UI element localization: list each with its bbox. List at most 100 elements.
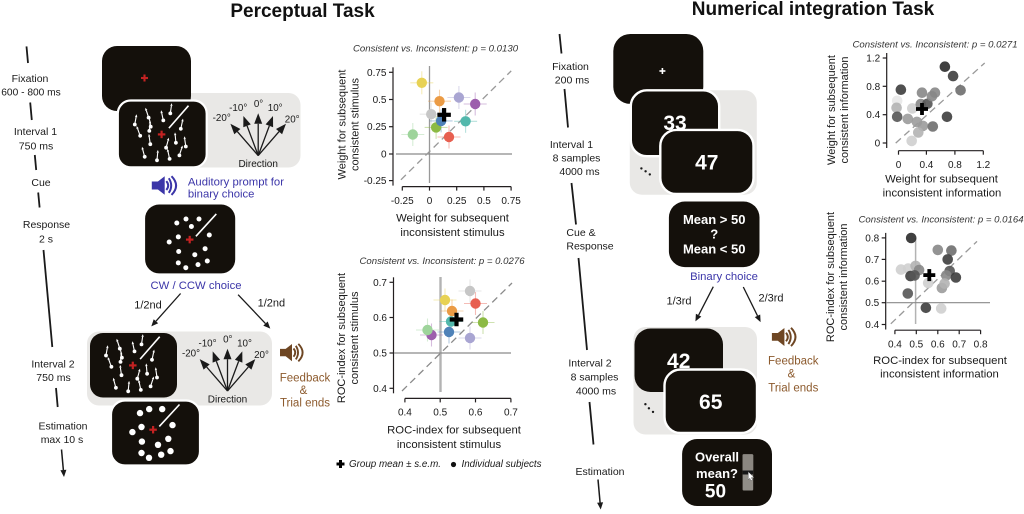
svg-text:65: 65 [699, 391, 723, 414]
svg-text:0.75: 0.75 [501, 196, 521, 207]
svg-text:Feedback: Feedback [768, 356, 819, 368]
svg-text:0°: 0° [254, 99, 263, 110]
svg-text:Cue &: Cue & [566, 227, 595, 239]
svg-text:0.4: 0.4 [865, 320, 879, 331]
svg-text:Weight for subsequent: Weight for subsequent [826, 55, 838, 165]
svg-text:600 - 800 ms: 600 - 800 ms [1, 88, 60, 99]
svg-text:4000 ms: 4000 ms [559, 166, 599, 178]
svg-text:Estimation: Estimation [575, 466, 624, 478]
svg-text:0.8: 0.8 [974, 339, 988, 350]
svg-text:8 samples: 8 samples [553, 153, 601, 165]
svg-text:Weight for subsequent: Weight for subsequent [885, 174, 999, 186]
svg-text:0.8: 0.8 [948, 160, 962, 171]
svg-text:0.25: 0.25 [447, 196, 467, 207]
svg-text:50: 50 [705, 482, 726, 503]
svg-text:0.4: 0.4 [866, 110, 880, 121]
svg-text:Trial ends: Trial ends [280, 398, 330, 410]
svg-text:binary choice: binary choice [188, 189, 255, 201]
svg-text:Consistent vs. Inconsistent: p: Consistent vs. Inconsistent: p = 0.0271 [852, 40, 1017, 51]
svg-text:0: 0 [427, 196, 433, 207]
svg-text:47: 47 [695, 152, 718, 175]
svg-text:Direction: Direction [208, 395, 247, 406]
svg-text:0.7: 0.7 [504, 408, 518, 419]
svg-text:0.5: 0.5 [373, 349, 387, 360]
svg-text:Direction: Direction [238, 159, 277, 170]
svg-text:1/2nd: 1/2nd [258, 298, 286, 310]
svg-text:4000 ms: 4000 ms [576, 386, 616, 398]
svg-text:20°: 20° [285, 115, 300, 126]
svg-text:Weight for subsequent: Weight for subsequent [337, 70, 349, 180]
svg-text:0.7: 0.7 [952, 339, 966, 350]
svg-text:2 s: 2 s [39, 234, 53, 246]
svg-text:0.5: 0.5 [373, 95, 387, 106]
svg-text:Interval 1: Interval 1 [14, 126, 57, 138]
svg-text:0.5: 0.5 [477, 196, 491, 207]
svg-text:mean?: mean? [696, 466, 738, 481]
svg-text:Cue: Cue [31, 177, 50, 189]
svg-text:ROC-index for subsequent: ROC-index for subsequent [825, 212, 837, 342]
svg-text:Group mean ± s.e.m.: Group mean ± s.e.m. [349, 459, 441, 470]
svg-text:0.5: 0.5 [909, 339, 923, 350]
svg-text:0.75: 0.75 [367, 68, 387, 79]
svg-text:0°: 0° [223, 335, 232, 346]
svg-text:10°: 10° [237, 339, 252, 350]
svg-text:0.7: 0.7 [373, 278, 387, 289]
svg-text:Interval 1: Interval 1 [550, 139, 593, 151]
svg-text:&: & [788, 369, 796, 381]
svg-text:10°: 10° [268, 103, 283, 114]
svg-text:8 samples: 8 samples [571, 372, 619, 384]
svg-text:750 ms: 750 ms [19, 141, 53, 153]
svg-text:-20°: -20° [182, 349, 200, 360]
svg-text:Response: Response [566, 241, 613, 253]
svg-text:2/3rd: 2/3rd [758, 293, 783, 305]
svg-text:0.6: 0.6 [865, 277, 879, 288]
svg-text:0: 0 [896, 160, 902, 171]
svg-text:1/3rd: 1/3rd [666, 296, 691, 308]
svg-text:Perceptual Task: Perceptual Task [230, 1, 375, 22]
svg-text:0.4: 0.4 [888, 339, 902, 350]
svg-text:-10°: -10° [229, 103, 247, 114]
svg-text:Trial ends: Trial ends [768, 383, 818, 395]
svg-text:ROC-index for subsequent: ROC-index for subsequent [387, 425, 522, 437]
svg-text:-0.25: -0.25 [364, 176, 387, 187]
svg-text:?: ? [710, 227, 718, 242]
svg-text:Mean > 50: Mean > 50 [683, 212, 746, 227]
svg-text:ROC-index for subsequent: ROC-index for subsequent [873, 355, 1008, 367]
svg-text:consistent stimulus: consistent stimulus [350, 78, 362, 171]
svg-text:0.5: 0.5 [433, 408, 447, 419]
svg-text:0.5: 0.5 [865, 298, 879, 309]
svg-text:inconsistent stimulus: inconsistent stimulus [397, 439, 502, 451]
svg-text:ROC-index for subsequent: ROC-index for subsequent [336, 273, 348, 403]
svg-text:consistent information: consistent information [839, 57, 851, 164]
svg-text:max 10 s: max 10 s [41, 434, 84, 446]
svg-text:20°: 20° [254, 350, 269, 361]
svg-text:Binary choice: Binary choice [690, 271, 758, 283]
svg-text:0.8: 0.8 [865, 233, 879, 244]
svg-text:-10°: -10° [198, 339, 216, 350]
svg-text:&: & [300, 385, 308, 397]
svg-text:Auditory prompt for: Auditory prompt for [188, 177, 284, 189]
svg-text:1/2nd: 1/2nd [134, 300, 162, 312]
svg-text:0.25: 0.25 [367, 122, 387, 133]
svg-text:Consistent vs. Inconsistent: p: Consistent vs. Inconsistent: p = 0.0130 [353, 44, 519, 55]
svg-text:consistent information: consistent information [838, 224, 850, 331]
svg-text:0.4: 0.4 [373, 384, 387, 395]
svg-text:0.6: 0.6 [373, 313, 387, 324]
svg-text:Interval 2: Interval 2 [31, 359, 74, 371]
svg-text:42: 42 [667, 350, 690, 373]
svg-text:0.8: 0.8 [866, 82, 880, 93]
svg-text:200 ms: 200 ms [555, 75, 589, 87]
svg-text:1.2: 1.2 [976, 160, 990, 171]
svg-text:-20°: -20° [213, 113, 231, 124]
svg-text:Numerical integration Task: Numerical integration Task [692, 0, 935, 20]
svg-text:inconsistent information: inconsistent information [883, 188, 1002, 200]
svg-text:0: 0 [381, 150, 387, 161]
svg-text:Interval 2: Interval 2 [568, 358, 611, 370]
svg-text:Estimation: Estimation [38, 421, 87, 433]
svg-text:Individual subjects: Individual subjects [462, 459, 542, 470]
svg-text:Overall: Overall [695, 450, 739, 465]
svg-text:0.4: 0.4 [919, 160, 933, 171]
svg-text:CW / CCW choice: CW / CCW choice [150, 280, 241, 292]
svg-text:Feedback: Feedback [280, 373, 331, 385]
svg-text:inconsistent stimulus: inconsistent stimulus [400, 227, 505, 239]
